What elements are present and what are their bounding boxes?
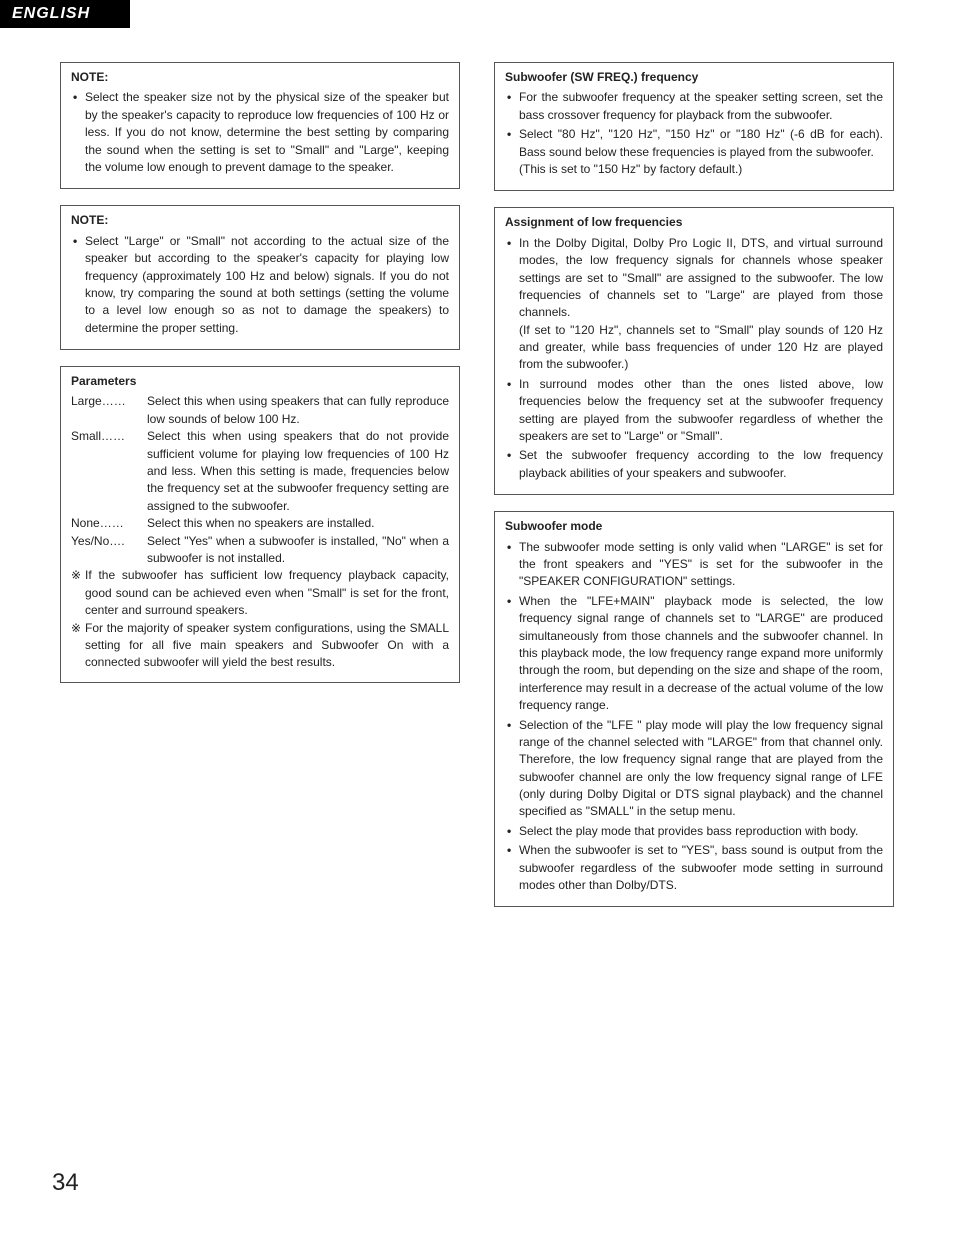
assign-item-1-sub: (If set to "120 Hz", channels set to "Sm… <box>519 322 883 374</box>
page-number: 34 <box>52 1166 79 1201</box>
note2-item: Select "Large" or "Small" not according … <box>71 233 449 337</box>
parameters-box: Parameters Large…… Select this when usin… <box>60 366 460 683</box>
sw-mode-box: Subwoofer mode The subwoofer mode settin… <box>494 511 894 907</box>
param-val-yesno: Select "Yes" when a subwoofer is install… <box>143 533 449 568</box>
sw-mode-item-3: Selection of the "LFE " play mode will p… <box>505 717 883 821</box>
parameters-title: Parameters <box>71 373 449 390</box>
sw-freq-box: Subwoofer (SW FREQ.) frequency For the s… <box>494 62 894 191</box>
param-note-2: ※ For the majority of speaker system con… <box>71 620 449 672</box>
assign-item-1-text: In the Dolby Digital, Dolby Pro Logic II… <box>519 236 883 320</box>
sw-freq-item-2: Select "80 Hz", "120 Hz", "150 Hz" or "1… <box>505 126 883 178</box>
sw-mode-item-1: The subwoofer mode setting is only valid… <box>505 539 883 591</box>
assign-item-3: Set the subwoofer frequency according to… <box>505 447 883 482</box>
param-val-large: Select this when using speakers that can… <box>143 393 449 428</box>
param-key-none: None…… <box>71 515 143 532</box>
sw-mode-title: Subwoofer mode <box>505 518 883 535</box>
left-column: NOTE: Select the speaker size not by the… <box>60 62 460 923</box>
assign-item-1: In the Dolby Digital, Dolby Pro Logic II… <box>505 235 883 374</box>
note-box-1: NOTE: Select the speaker size not by the… <box>60 62 460 189</box>
sw-freq-item-2-sub: (This is set to "150 Hz" by factory defa… <box>519 161 883 178</box>
sw-mode-item-4: Select the play mode that provides bass … <box>505 823 883 840</box>
assign-item-2: In surround modes other than the ones li… <box>505 376 883 446</box>
sw-freq-item-2-text: Select "80 Hz", "120 Hz", "150 Hz" or "1… <box>519 127 883 158</box>
param-note-2-text: For the majority of speaker system confi… <box>85 620 449 672</box>
param-key-small: Small…… <box>71 428 143 515</box>
note2-title: NOTE: <box>71 212 449 229</box>
assign-box: Assignment of low frequencies In the Dol… <box>494 207 894 495</box>
assign-title: Assignment of low frequencies <box>505 214 883 231</box>
param-row-none: None…… Select this when no speakers are … <box>71 515 449 532</box>
param-val-small: Select this when using speakers that do … <box>143 428 449 515</box>
star-icon: ※ <box>71 567 85 619</box>
sw-mode-item-2: When the "LFE+MAIN" playback mode is sel… <box>505 593 883 715</box>
star-icon: ※ <box>71 620 85 672</box>
param-row-large: Large…… Select this when using speakers … <box>71 393 449 428</box>
right-column: Subwoofer (SW FREQ.) frequency For the s… <box>494 62 894 923</box>
note1-item: Select the speaker size not by the physi… <box>71 89 449 176</box>
param-note-1: ※ If the subwoofer has sufficient low fr… <box>71 567 449 619</box>
param-val-none: Select this when no speakers are install… <box>143 515 449 532</box>
note-box-2: NOTE: Select "Large" or "Small" not acco… <box>60 205 460 350</box>
sw-freq-title: Subwoofer (SW FREQ.) frequency <box>505 69 883 86</box>
param-row-yesno: Yes/No…. Select "Yes" when a subwoofer i… <box>71 533 449 568</box>
param-key-large: Large…… <box>71 393 143 428</box>
sw-freq-item-1: For the subwoofer frequency at the speak… <box>505 89 883 124</box>
param-key-yesno: Yes/No…. <box>71 533 143 568</box>
sw-mode-item-5: When the subwoofer is set to "YES", bass… <box>505 842 883 894</box>
param-note-1-text: If the subwoofer has sufficient low freq… <box>85 567 449 619</box>
page: NOTE: Select the speaker size not by the… <box>0 0 954 923</box>
note1-title: NOTE: <box>71 69 449 86</box>
param-row-small: Small…… Select this when using speakers … <box>71 428 449 515</box>
